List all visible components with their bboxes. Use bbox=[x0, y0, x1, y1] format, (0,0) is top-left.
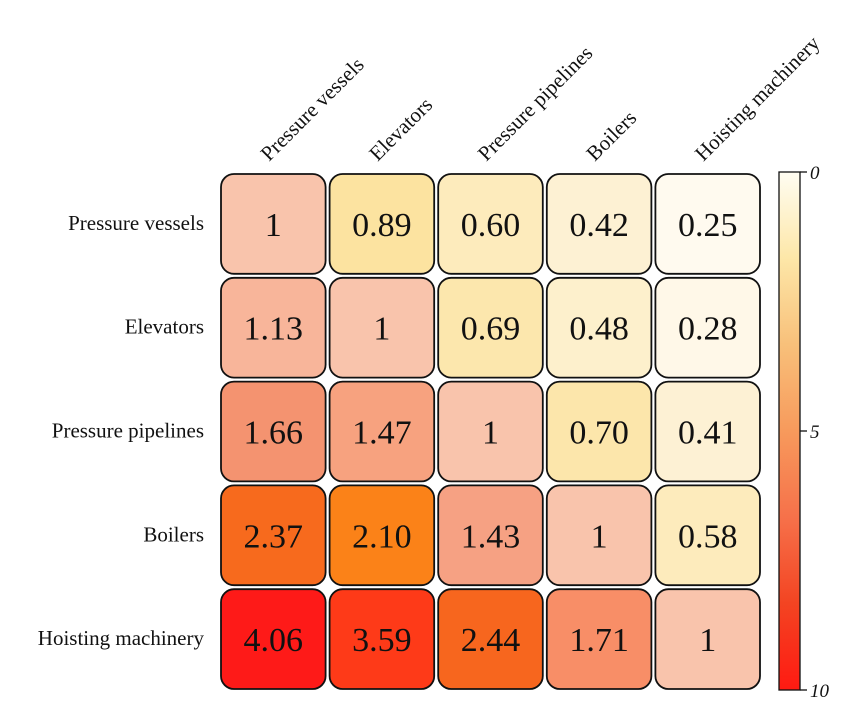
cell-value-label: 4.06 bbox=[244, 622, 304, 659]
heatmap-cell: 1 bbox=[220, 173, 327, 275]
cell-rect bbox=[220, 380, 327, 483]
colorbar-tick-label: 10 bbox=[810, 681, 830, 702]
cell-value-label: 0.41 bbox=[678, 415, 738, 452]
cell-rect bbox=[654, 588, 761, 690]
heatmap-cell: 0.58 bbox=[654, 484, 761, 587]
cell-rect bbox=[220, 173, 327, 275]
cell-value-label: 1.66 bbox=[244, 415, 304, 452]
cell-rect bbox=[545, 484, 653, 587]
cell-value-label: 0.89 bbox=[352, 207, 412, 244]
cell-value-label: 1.13 bbox=[244, 311, 304, 348]
row-label: Pressure pipelines bbox=[52, 419, 204, 443]
cell-value-label: 0.58 bbox=[678, 518, 738, 555]
heatmap-cell: 1 bbox=[437, 380, 544, 483]
cell-value-label: 1.47 bbox=[352, 415, 412, 452]
cell-rect bbox=[437, 173, 544, 275]
cell-value-label: 0.42 bbox=[569, 207, 629, 244]
column-label: Pressure vessels bbox=[256, 52, 369, 165]
cell-rect bbox=[328, 588, 436, 690]
row-label: Hoisting machinery bbox=[38, 626, 205, 650]
heatmap-cell: 0.70 bbox=[545, 380, 653, 483]
cell-value-label: 1.43 bbox=[461, 518, 521, 555]
cell-value-label: 0.69 bbox=[461, 311, 521, 348]
heatmap-cell: 0.42 bbox=[545, 173, 653, 275]
heatmap-cell: 1.66 bbox=[220, 380, 327, 483]
heatmap-cell: 2.37 bbox=[220, 484, 327, 587]
heatmap-cell: 0.28 bbox=[654, 276, 761, 379]
heatmap-cell: 1.43 bbox=[437, 484, 544, 587]
cell-value-label: 1 bbox=[482, 415, 499, 452]
cell-rect bbox=[328, 380, 436, 483]
cell-value-label: 1 bbox=[699, 622, 716, 659]
cell-rect bbox=[328, 276, 436, 379]
cell-rect bbox=[654, 276, 761, 379]
cell-rect bbox=[437, 484, 544, 587]
cell-rect bbox=[654, 484, 761, 587]
column-label: Elevators bbox=[364, 92, 437, 165]
cell-rect bbox=[654, 380, 761, 483]
heatmap-cell: 4.06 bbox=[220, 588, 327, 690]
colorbar bbox=[778, 171, 801, 691]
cell-rect bbox=[545, 276, 653, 379]
heatmap-cell: 1.13 bbox=[220, 276, 327, 379]
cell-rect bbox=[654, 173, 761, 275]
colorbar-tick-label: 0 bbox=[810, 163, 820, 184]
heatmap-cell: 2.10 bbox=[328, 484, 436, 587]
heatmap-cell: 1.71 bbox=[545, 588, 653, 690]
heatmap-cell: 0.25 bbox=[654, 173, 761, 275]
colorbar-tick-label: 5 bbox=[810, 422, 820, 443]
cell-value-label: 0.60 bbox=[461, 207, 521, 244]
heatmap-cell: 2.44 bbox=[437, 588, 544, 690]
cell-rect bbox=[220, 276, 327, 379]
heatmap-cell: 0.60 bbox=[437, 173, 544, 275]
cell-rect bbox=[328, 484, 436, 587]
cell-rect bbox=[545, 173, 653, 275]
cell-value-label: 2.37 bbox=[244, 518, 304, 555]
heatmap-cell: 0.48 bbox=[545, 276, 653, 379]
heatmap-cell: 1 bbox=[328, 276, 436, 379]
column-label: Pressure pipelines bbox=[473, 41, 598, 166]
heatmap-cell: 1.47 bbox=[328, 380, 436, 483]
row-label: Boilers bbox=[143, 522, 204, 546]
cell-rect bbox=[545, 588, 653, 690]
heatmap-cell: 0.69 bbox=[437, 276, 544, 379]
row-label: Elevators bbox=[125, 315, 204, 339]
cell-value-label: 0.70 bbox=[569, 415, 629, 452]
cell-value-label: 2.44 bbox=[461, 622, 521, 659]
cell-value-label: 0.48 bbox=[569, 311, 629, 348]
heatmap-cell: 1 bbox=[654, 588, 761, 690]
cell-value-label: 1 bbox=[373, 311, 390, 348]
heatmap-cell: 1 bbox=[545, 484, 653, 587]
heatmap-cell: 3.59 bbox=[328, 588, 436, 690]
cell-value-label: 1 bbox=[265, 207, 282, 244]
heatmap-cell: 0.89 bbox=[328, 173, 436, 275]
cell-rect bbox=[437, 380, 544, 483]
cell-rect bbox=[220, 588, 327, 690]
cell-value-label: 1.71 bbox=[569, 622, 629, 659]
cell-value-label: 2.10 bbox=[352, 518, 412, 555]
cell-value-label: 0.28 bbox=[678, 311, 738, 348]
cell-rect bbox=[437, 588, 544, 690]
row-label: Pressure vessels bbox=[68, 211, 204, 235]
cell-value-label: 1 bbox=[591, 518, 608, 555]
cell-rect bbox=[220, 484, 327, 587]
heatmap-cell: 0.41 bbox=[654, 380, 761, 483]
cell-rect bbox=[545, 380, 653, 483]
cell-value-label: 3.59 bbox=[352, 622, 412, 659]
cell-rect bbox=[437, 276, 544, 379]
cell-rect bbox=[328, 173, 436, 275]
cell-value-label: 0.25 bbox=[678, 207, 738, 244]
column-label: Hoisting machinery bbox=[690, 31, 825, 166]
column-label: Boilers bbox=[581, 106, 641, 166]
